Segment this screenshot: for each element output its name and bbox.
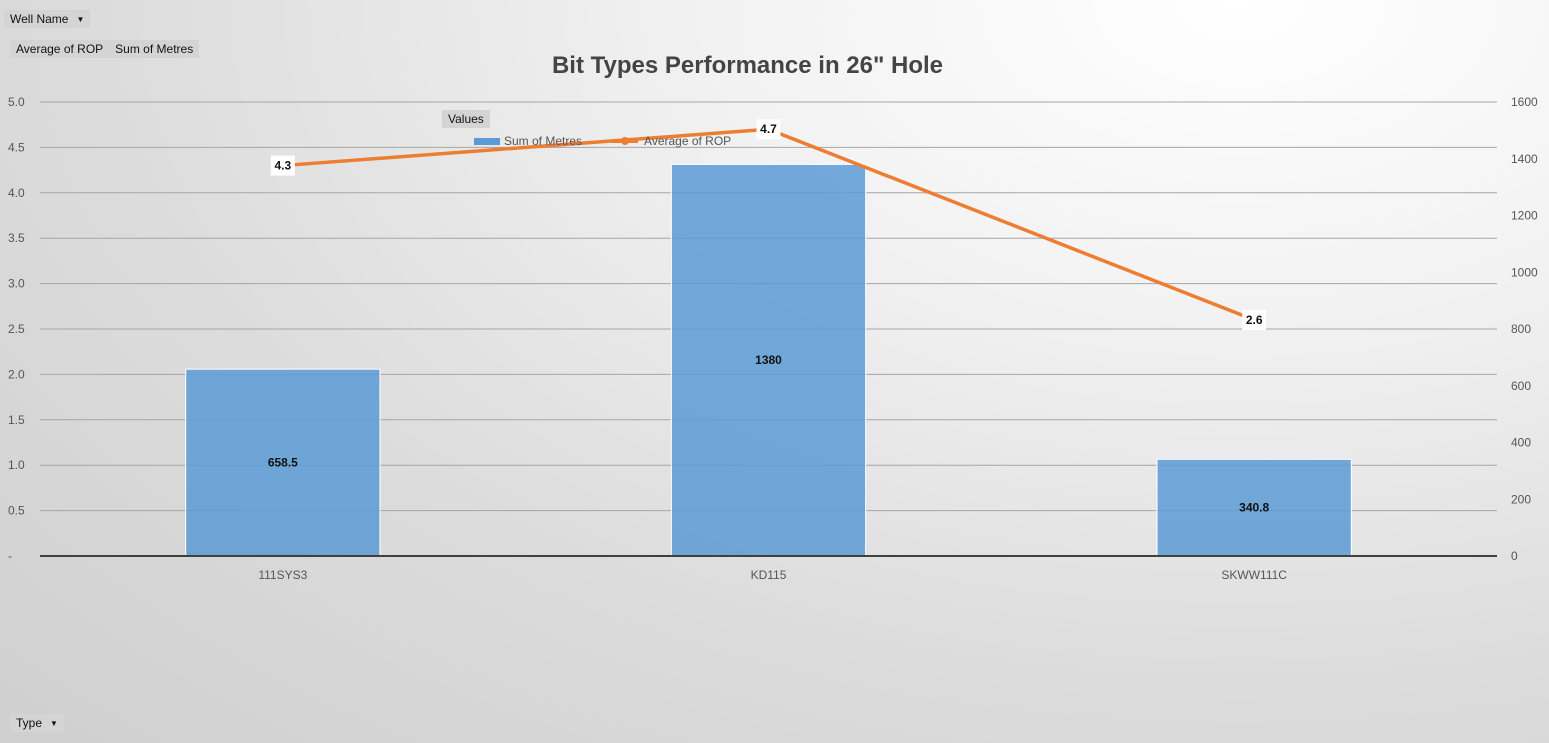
type-filter-button[interactable]: Type ▼ (10, 714, 64, 732)
secondary-axis-tick-label: 1200 (1511, 209, 1538, 223)
category-tick-label: KD115 (751, 568, 787, 582)
secondary-axis-tick-label: 0 (1511, 549, 1518, 563)
primary-axis-tick-label: 3.0 (8, 277, 25, 291)
bar-data-label: 1380 (755, 353, 782, 367)
bar-data-label: 340.8 (1239, 501, 1269, 515)
line-data-label: 2.6 (1246, 313, 1263, 327)
legend-bar-swatch-icon (474, 137, 500, 145)
primary-axis-tick-label: 5.0 (8, 95, 25, 109)
secondary-axis-tick-label: 1000 (1511, 265, 1538, 279)
line-label-background (1242, 309, 1267, 330)
secondary-axis-tick-label: 1400 (1511, 152, 1538, 166)
category-tick-label: 111SYS3 (258, 568, 307, 582)
legend-item-average-of-rop[interactable]: Average of ROP (612, 134, 731, 148)
legend-label-sum-of-metres: Sum of Metres (504, 134, 583, 148)
primary-axis-tick-label: 2.5 (8, 322, 25, 336)
secondary-axis-tick-label: 1600 (1511, 95, 1538, 109)
values-field-button[interactable]: Values (442, 110, 490, 128)
secondary-axis-tick-label: 200 (1511, 492, 1531, 506)
line-label-background (756, 119, 781, 140)
secondary-axis-tick-label: 400 (1511, 436, 1531, 450)
legend-item-sum-of-metres[interactable]: Sum of Metres (474, 134, 582, 148)
primary-axis-tick-label: 4.5 (8, 140, 25, 154)
primary-axis-tick-label: 3.5 (8, 231, 25, 245)
chart-legend: Sum of Metres Average of ROP (474, 134, 761, 148)
primary-axis-tick-label: 2.0 (8, 367, 25, 381)
primary-axis-tick-label: 0.5 (8, 504, 25, 518)
dropdown-arrow-icon: ▼ (76, 15, 85, 24)
bar-data-label: 658.5 (268, 456, 298, 470)
line-label-background (270, 155, 295, 176)
well-name-filter-button[interactable]: Well Name ▼ (4, 10, 91, 28)
secondary-axis-tick-label: 800 (1511, 322, 1531, 336)
legend-line-swatch-icon (612, 137, 639, 145)
legend-label-average-of-rop: Average of ROP (644, 134, 732, 148)
well-name-label: Well Name (10, 12, 69, 26)
secondary-axis-tick-label: 600 (1511, 379, 1531, 393)
primary-axis-tick-label: 4.0 (8, 186, 25, 200)
bar-KD115 (670, 163, 867, 557)
category-tick-label: SKWW111C (1221, 568, 1287, 582)
type-label: Type (16, 716, 43, 730)
primary-axis-tick-label: 1.5 (8, 413, 25, 427)
primary-axis-tick-label: 1.0 (8, 458, 25, 472)
sum-of-metres-field-button[interactable]: Sum of Metres (109, 40, 200, 58)
dropdown-arrow-icon: ▼ (50, 719, 58, 728)
primary-axis-tick-label: - (8, 549, 12, 563)
line-data-label: 4.7 (760, 122, 777, 136)
bar-111SYS3 (185, 368, 381, 557)
chart-title: Bit Types Performance in 26" Hole (551, 52, 944, 79)
value-fields-group: Average of ROP Sum of Metres (10, 40, 200, 58)
line-data-label: 4.3 (274, 159, 291, 173)
average-of-rop-field-button[interactable]: Average of ROP (10, 40, 110, 58)
